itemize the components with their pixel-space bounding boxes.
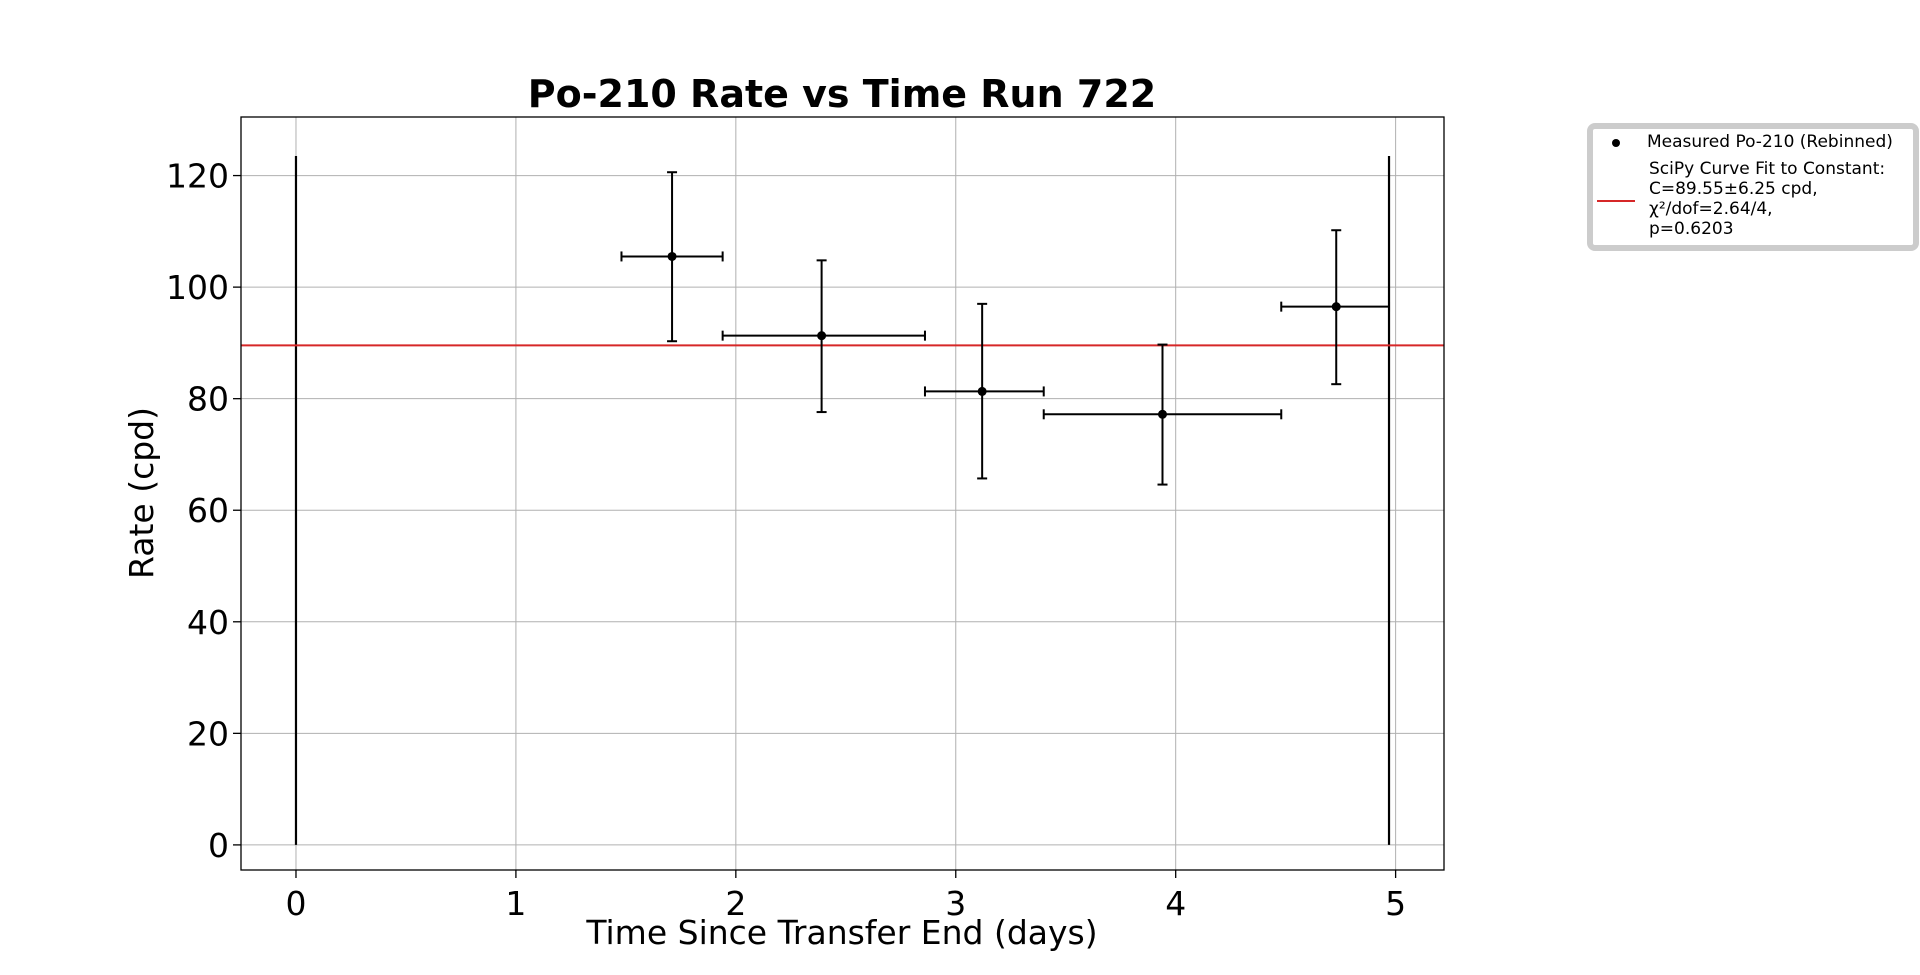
legend-frame [1587, 123, 1919, 251]
y-tick-label: 60 [187, 491, 229, 530]
legend-marker-point [1612, 139, 1620, 147]
data-point-marker [977, 386, 987, 396]
x-tick-label: 1 [505, 884, 526, 923]
x-tick-label: 3 [945, 884, 966, 923]
data-point [923, 302, 1045, 480]
data-point [1280, 229, 1391, 386]
y-axis-label: Rate (cpd) [122, 407, 161, 579]
axes-frame [240, 116, 1445, 871]
plot-area [241, 156, 1444, 845]
y-tick-label: 40 [187, 603, 229, 642]
legend: Measured Po-210 (Rebinned) SciPy Curve Fi… [1587, 123, 1919, 251]
x-axis: 0 1 2 3 4 5 [285, 870, 1406, 923]
y-tick-label: 80 [187, 380, 229, 419]
legend-label: p=0.6203 [1649, 219, 1734, 239]
legend-label: SciPy Curve Fit to Constant: [1649, 159, 1885, 179]
grid [241, 117, 1444, 870]
y-tick-label: 20 [187, 714, 229, 753]
legend-label: Measured Po-210 (Rebinned) [1647, 132, 1893, 152]
chart-title: Po-210 Rate vs Time Run 722 [528, 72, 1156, 116]
x-tick-label: 2 [725, 884, 746, 923]
data-point [1042, 343, 1283, 486]
data-point-marker [817, 331, 827, 341]
data-point [620, 171, 724, 343]
x-tick-label: 0 [285, 884, 306, 923]
legend-label: χ²/dof=2.64/4, [1649, 199, 1773, 219]
data-point-marker [1157, 409, 1167, 419]
data-point-marker [1331, 302, 1341, 312]
data-point [721, 259, 926, 414]
legend-label: C=89.55±6.25 cpd, [1649, 179, 1818, 199]
y-tick-label: 100 [166, 268, 229, 307]
y-axis: 0 20 40 60 80 100 120 [166, 157, 241, 865]
x-tick-label: 4 [1165, 884, 1186, 923]
y-tick-label: 120 [166, 157, 229, 196]
x-tick-label: 5 [1385, 884, 1406, 923]
data-point-marker [667, 251, 677, 261]
y-tick-label: 0 [208, 826, 229, 865]
x-axis-label: Time Since Transfer End (days) [585, 913, 1097, 952]
